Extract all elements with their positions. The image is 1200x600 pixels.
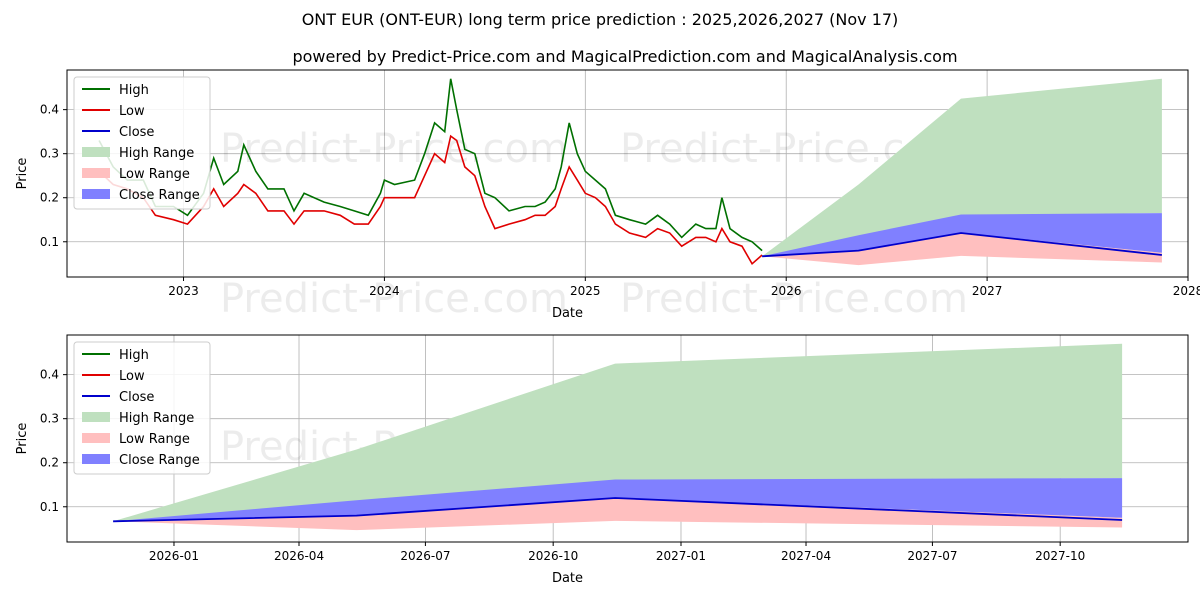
legend-swatch-patch <box>82 168 110 178</box>
high-history-line <box>98 78 763 252</box>
close-range-band <box>113 478 1123 522</box>
x-tick-label: 2027-10 <box>1035 549 1085 563</box>
low-range-band <box>113 498 1123 531</box>
x-tick-label: 2027-07 <box>907 549 957 563</box>
legend-label: High Range <box>119 146 194 161</box>
legend-label: Close Range <box>119 188 200 203</box>
legend-label: High Range <box>119 411 194 426</box>
y-tick-label: 0.2 <box>40 191 59 205</box>
x-tick-label: 2026-07 <box>400 549 450 563</box>
y-tick-label: 0.4 <box>40 103 59 117</box>
legend-label: High <box>119 348 149 363</box>
close-forecast-line <box>113 497 1123 523</box>
x-tick-label: 2027-04 <box>781 549 831 563</box>
legend-label: Low Range <box>119 167 190 182</box>
x-tick-label: 2025 <box>570 284 601 298</box>
x-tick-label: 2024 <box>369 284 400 298</box>
legend-swatch-patch <box>82 147 110 157</box>
chart-subtitle: powered by Predict-Price.com and Magical… <box>292 47 957 66</box>
legend-swatch-patch <box>82 433 110 443</box>
y-axis-label: Price <box>15 423 30 455</box>
legend-label: High <box>119 83 149 98</box>
legend-label: Close <box>119 125 154 140</box>
watermark-text: Predict-Price.com <box>620 276 968 322</box>
x-tick-label: 2027-01 <box>656 549 706 563</box>
chart-title: ONT EUR (ONT-EUR) long term price predic… <box>302 10 899 29</box>
long-term-plot: 2023 2024 2025 2026 2027 2028 0.1 0.2 0.3 0.4 Pred… <box>15 69 1200 322</box>
low-history-line <box>98 134 763 266</box>
legend-swatch-patch <box>82 454 110 464</box>
x-tick-label: 2026-04 <box>274 549 324 563</box>
close-range-band <box>762 213 1162 257</box>
close-forecast-line <box>762 232 1162 258</box>
legend-swatch-patch <box>82 412 110 422</box>
legend-label: Close <box>119 390 154 405</box>
y-axis-label: Price <box>15 158 30 190</box>
x-axis-label: Date <box>552 571 583 586</box>
watermark-text: Predict-Price.com <box>220 276 568 322</box>
x-tick-label: 2026-10 <box>528 549 578 563</box>
x-tick-label: 2027 <box>972 284 1003 298</box>
y-tick-label: 0.3 <box>40 412 59 426</box>
legend-swatch-patch <box>82 189 110 199</box>
high-range-band <box>113 343 1123 522</box>
legend-label: Low Range <box>119 432 190 447</box>
x-tick-label: 2026 <box>771 284 802 298</box>
watermark-text: Predict-Price.com <box>220 126 568 172</box>
x-tick-label: 2026-01 <box>149 549 199 563</box>
y-tick-label: 0.1 <box>40 500 59 514</box>
y-tick-label: 0.3 <box>40 147 59 161</box>
forecast-zoom-plot: 2026-01 2026-04 2026-07 2026-10 2027-01 2027-… <box>15 334 1189 586</box>
legend-label: Low <box>119 369 145 384</box>
low-range-band <box>762 233 1162 266</box>
high-range-band <box>762 78 1162 257</box>
y-tick-label: 0.2 <box>40 456 59 470</box>
x-tick-label: 2023 <box>168 284 199 298</box>
y-tick-label: 0.4 <box>40 368 59 382</box>
x-tick-label: 2028 <box>1173 284 1200 298</box>
plot-frame <box>66 69 1189 278</box>
x-axis-label: Date <box>552 306 583 321</box>
legend-label: Low <box>119 104 145 119</box>
plot-frame <box>66 334 1189 543</box>
legend-label: Close Range <box>119 453 200 468</box>
y-tick-label: 0.1 <box>40 235 59 249</box>
